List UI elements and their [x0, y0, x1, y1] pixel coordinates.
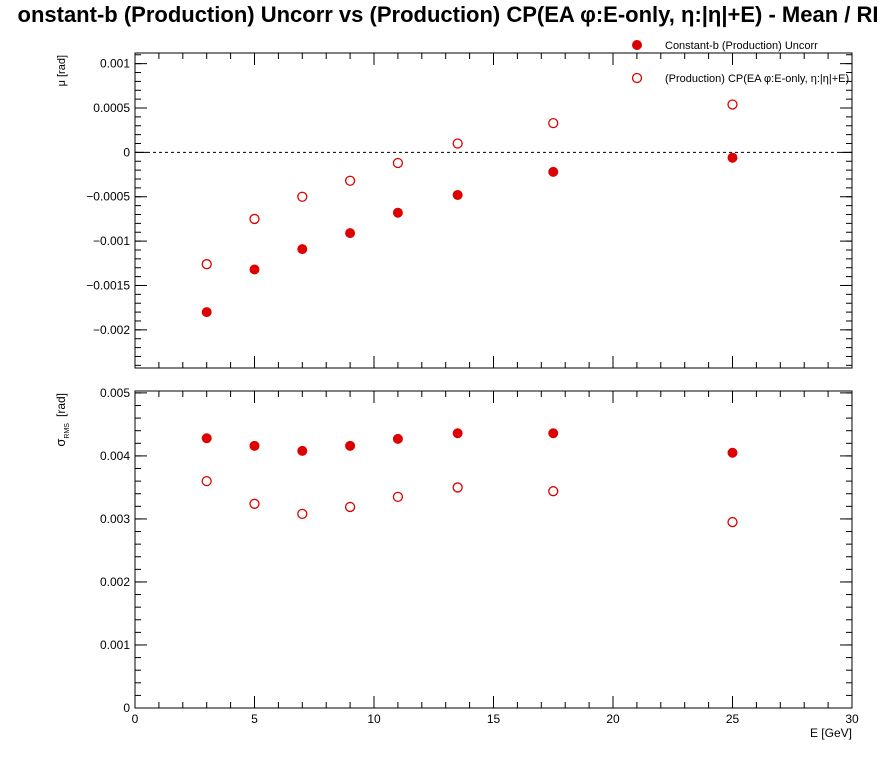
- data-point-cp: [249, 213, 260, 225]
- x-tick-label: 10: [367, 712, 381, 726]
- data-point-cp: [452, 482, 463, 493]
- data-point-uncorr: [727, 152, 738, 163]
- data-point-uncorr: [548, 428, 559, 439]
- y-tick-label: 0.001: [100, 57, 130, 71]
- rms-panel: 0 0.001 0.002 0.003 0.004 0.005 0 5 10 15 20 25 30E …: [53, 386, 859, 740]
- data-point-uncorr: [297, 244, 308, 255]
- plot-frame: [134, 52, 853, 369]
- legend: Constant-b (Production) Uncorr (Productio…: [631, 40, 849, 85]
- y-tick-label: −0.001: [93, 234, 130, 248]
- data-point-cp: [727, 99, 738, 110]
- x-tick-label: 25: [726, 712, 740, 726]
- y-axis-label: σRMS [rad]: [53, 393, 71, 447]
- data-point-cp: [548, 117, 559, 129]
- x-tick-label: 5: [251, 712, 258, 726]
- x-tick-label: 20: [606, 712, 620, 726]
- data-point-cp: [392, 491, 404, 503]
- data-point-cp: [727, 516, 738, 528]
- y-axis-label-symbol: μ [rad]: [56, 55, 68, 86]
- data-point-cp: [297, 508, 308, 520]
- data-point-uncorr: [452, 428, 463, 439]
- y-tick-label: −0.0015: [86, 278, 130, 292]
- y-axis-label-symbol: σ: [53, 439, 68, 447]
- data-point-uncorr: [727, 447, 738, 458]
- data-point-cp: [548, 486, 559, 497]
- data-point-uncorr: [249, 440, 260, 451]
- legend-marker-cp: [631, 72, 643, 84]
- plot-frame: [134, 390, 853, 709]
- data-point-uncorr: [201, 433, 212, 444]
- y-tick-label: 0.001: [100, 638, 130, 652]
- x-tick-label: 30: [845, 712, 859, 726]
- data-point-uncorr: [452, 189, 463, 200]
- data-point-uncorr: [249, 264, 260, 275]
- data-point-uncorr: [392, 207, 403, 218]
- data-point-uncorr: [548, 166, 559, 177]
- legend-entry-label: (Production) CP(EA φ:E-only, η:|η|+E): [665, 73, 849, 85]
- y-tick-label: 0: [123, 145, 130, 159]
- y-tick-label: 0.005: [100, 386, 130, 400]
- data-point-uncorr: [345, 440, 356, 451]
- data-point-cp: [201, 475, 212, 487]
- y-tick-label: 0.004: [100, 449, 130, 463]
- data-point-uncorr: [297, 445, 308, 456]
- y-axis-label-subscript: RMS: [64, 423, 71, 439]
- y-tick-label: −0.0005: [86, 190, 130, 204]
- data-point-cp: [452, 138, 463, 149]
- mean-panel: −0.002 −0.0015 −0.001 −0.0005 0 0.0005 0.001 μ …: [56, 52, 853, 369]
- chart-title: onstant-b (Production) Uncorr vs (Produc…: [17, 2, 879, 27]
- data-point-uncorr: [392, 433, 403, 444]
- data-point-cp: [392, 157, 404, 169]
- data-point-cp: [344, 175, 356, 186]
- legend-marker-uncorr: [632, 40, 642, 50]
- y-tick-label: 0.0005: [93, 101, 130, 115]
- data-point-uncorr: [201, 307, 212, 318]
- legend-entry-label: Constant-b (Production) Uncorr: [665, 40, 818, 52]
- data-point-cp: [249, 498, 260, 509]
- x-tick-label: 0: [132, 712, 139, 726]
- y-tick-label: 0: [123, 701, 130, 715]
- data-point-cp: [201, 259, 212, 270]
- data-point-cp: [344, 501, 356, 513]
- x-tick-label: 15: [487, 712, 501, 726]
- y-tick-label: −0.002: [93, 323, 130, 337]
- data-point-uncorr: [345, 228, 356, 239]
- y-tick-label: 0.003: [100, 512, 130, 526]
- y-tick-label: 0.002: [100, 575, 130, 589]
- data-point-cp: [297, 191, 308, 202]
- y-axis-label-unit: [rad]: [54, 393, 68, 417]
- x-axis-label: E [GeV]: [810, 726, 852, 740]
- y-axis-label: μ [rad]: [56, 55, 68, 86]
